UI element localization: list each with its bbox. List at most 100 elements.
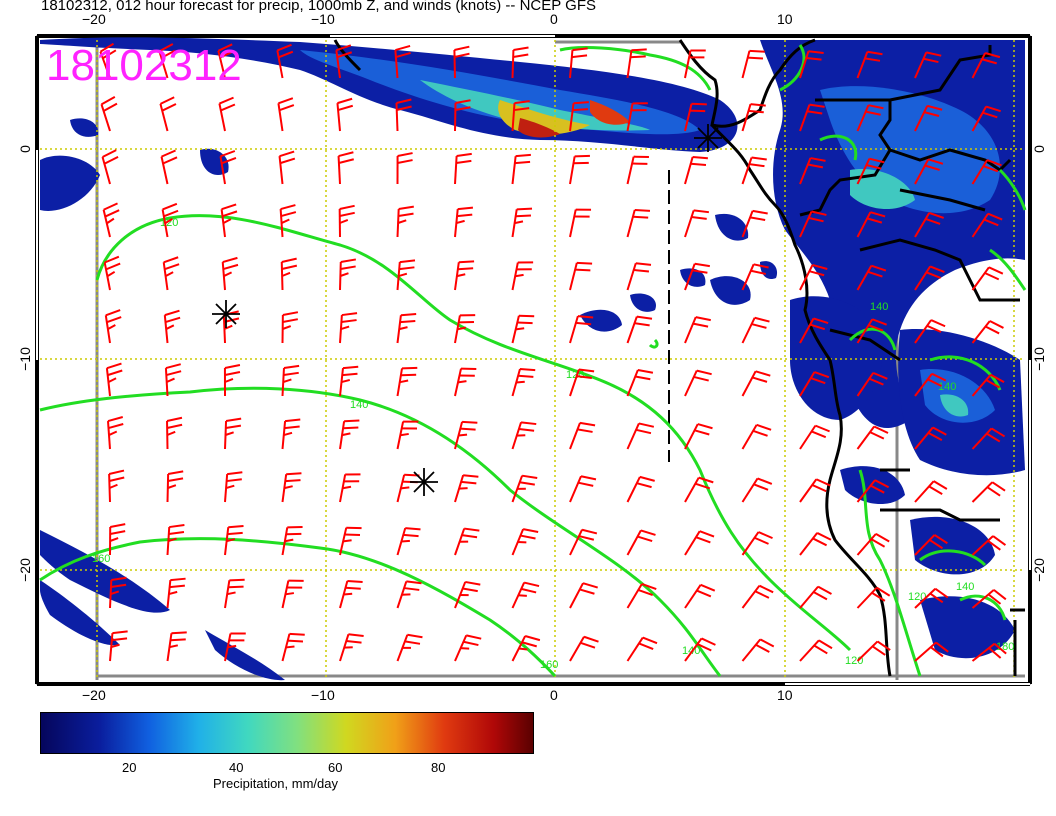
wind-barb [339,473,361,503]
wind-barb [741,263,769,291]
wind-barb [569,635,599,662]
wind-barb [914,480,948,503]
wind-barb [914,587,949,609]
wind-barb [278,150,296,185]
wind-barb [339,526,362,556]
wind-barb [109,630,128,662]
wind-barb [453,45,470,79]
wind-barb [914,534,948,556]
wind-barb [626,262,652,291]
wind-barb [741,49,765,79]
wind-barb [914,426,947,450]
wind-barb [741,370,771,397]
top-lon-label: −20 [82,11,106,27]
wind-barb [511,153,531,185]
wind-barb [684,316,711,344]
wind-barb [684,369,712,397]
wind-barb [971,373,1005,397]
wind-barb [741,156,767,185]
wind-barb [339,579,363,609]
wind-barb [511,100,530,132]
right-lat-label: −20 [1031,558,1047,582]
wind-barb [799,263,828,291]
wind-barb [166,631,187,662]
wind-barb [338,204,355,238]
wind-barb [281,526,303,556]
wind-barb [224,578,245,609]
wind-barb [454,634,482,662]
contour-labels: 120 140 160 120 140 160 140 120 180 140 … [92,217,1014,671]
wind-barb [454,420,478,450]
contour-label: 140 [938,381,956,393]
wind-barb [159,96,177,132]
wind-barb [163,309,181,344]
wind-barb [511,368,536,397]
contour-label: 120 [908,591,926,603]
wind-barb [224,524,244,556]
left-lat-label: −10 [17,347,33,371]
wind-barb [109,523,126,556]
wind-barb [396,420,419,450]
wind-barb [799,103,825,132]
right-lat-label: 0 [1031,145,1047,153]
wind-barb [971,589,1007,609]
wind-barb [799,371,830,397]
colorbar-tick-label: 20 [122,760,137,775]
wind-barb [454,474,479,503]
wind-barb [166,524,185,556]
bottom-lon-label: −20 [82,687,106,703]
wind-barb [164,363,182,397]
wind-barb [396,205,414,238]
wind-barb [339,365,359,397]
wind-barb [741,584,774,609]
wind-barb [281,579,304,609]
wind-barb [339,312,358,344]
wind-barb [856,371,888,397]
wind-barb [569,421,596,450]
wind-barb [971,52,1001,79]
wind-barb [221,256,239,291]
wind-barb [511,421,537,450]
wind-barb [741,531,773,556]
wind-barb [914,51,942,79]
wind-barb [337,151,354,185]
wind-barb [971,642,1007,662]
wind-barb [569,315,594,344]
wind-barb [799,532,832,556]
wind-barb [914,265,945,291]
wind-barb [799,210,827,238]
wind-barb [276,43,294,79]
contour-label: 160 [540,659,558,671]
wind-barb [219,150,237,185]
colorbar-title: Precipitation, mm/day [213,776,338,791]
wind-barb [396,259,416,291]
wind-barb [281,311,299,344]
wind-barb [160,149,178,185]
wind-barb [158,43,176,79]
wind-barb [454,527,480,556]
wind-barb [102,202,120,238]
wind-barb [741,209,768,238]
wind-barb [799,585,832,609]
wind-barb [569,528,598,556]
wind-barb [166,577,186,609]
wind-barb [279,204,297,238]
wind-barb [569,208,592,238]
contour-label: 140 [956,581,974,593]
wind-barb [626,529,656,556]
wind-barb [454,260,475,291]
wind-barb [396,580,422,609]
wind-barb [856,211,886,238]
wind-barb [971,320,1004,344]
wind-barb [223,363,241,397]
colorbar-tick-label: 40 [229,760,244,775]
wind-barb [914,319,946,344]
wind-barb [108,469,125,503]
wind-barb [224,632,246,662]
wind-barb [454,367,477,397]
colorbar-tick-label: 80 [431,760,446,775]
wind-barb [511,314,535,344]
wind-barb [396,366,418,397]
bottom-lon-label: −10 [311,687,335,703]
wind-barb [626,475,655,503]
